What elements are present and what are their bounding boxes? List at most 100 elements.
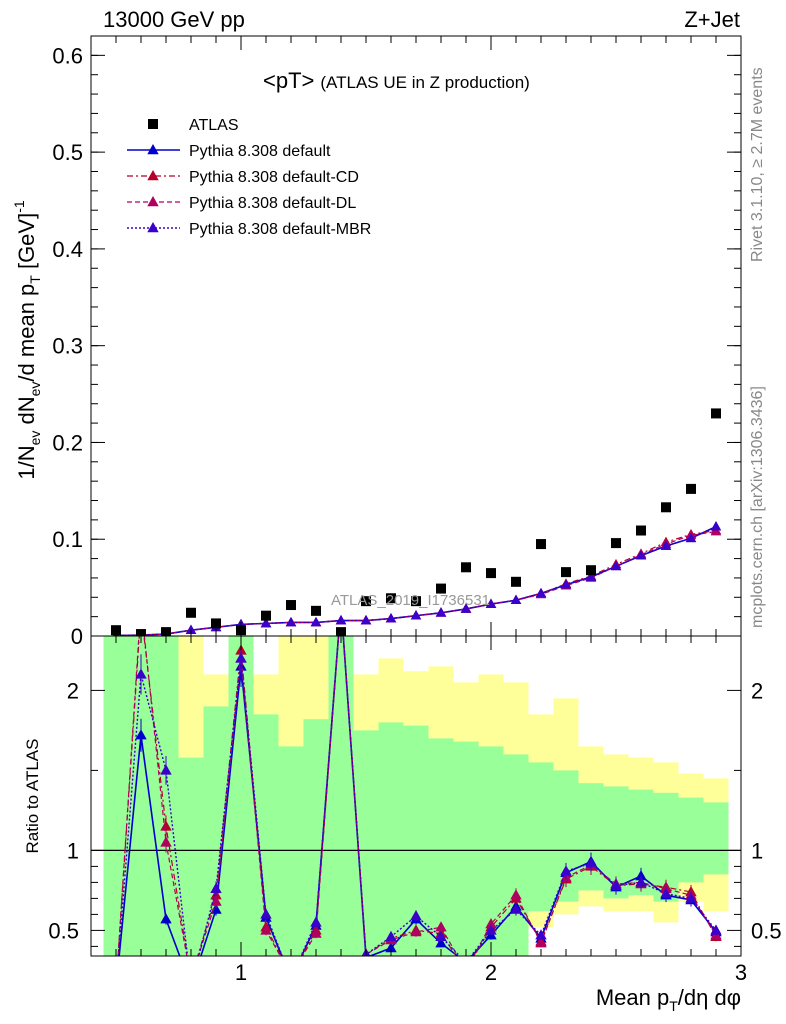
ratio-point	[535, 937, 547, 948]
mc-point	[310, 616, 322, 627]
ratio-point	[160, 764, 172, 775]
mc-point	[585, 571, 597, 581]
ratio-marks	[91, 598, 741, 992]
atlas-data-point	[386, 593, 396, 604]
band-green	[528, 762, 554, 912]
atlas-data-point	[311, 605, 321, 616]
ratio-point	[135, 598, 146, 608]
rivet-note: Rivet 3.1.10, ≥ 2.7M events	[749, 67, 766, 262]
ratio-point	[535, 929, 547, 940]
ratio-point	[485, 918, 497, 929]
band-green	[203, 706, 229, 956]
legend-marker	[147, 170, 159, 181]
atlas-data-point	[261, 610, 271, 621]
ratio-y-tick-label: 0.5	[48, 918, 79, 943]
ratio-point	[260, 908, 272, 919]
mc-series-line	[115, 529, 717, 636]
ratio-y-tick-label-right: 1	[751, 838, 763, 863]
band-green	[503, 754, 529, 956]
ratio-point	[460, 964, 471, 974]
mc-point	[710, 525, 722, 536]
ratio-point	[285, 969, 296, 979]
top-y-tick-label: 0	[71, 624, 83, 649]
mc-point	[260, 617, 272, 628]
ratio-point	[510, 903, 522, 914]
ratio-point	[585, 857, 597, 868]
mcplots-note: mcplots.cern.ch [arXiv:1306.3436]	[749, 386, 766, 628]
mc-point	[360, 615, 372, 625]
ratio-y-axis-title: Ratio to ATLAS	[23, 739, 42, 854]
ratio-point	[210, 895, 222, 906]
mc-point	[285, 616, 297, 627]
x-tick-label: 3	[735, 960, 747, 985]
band-green	[103, 636, 129, 956]
ratio-point	[310, 916, 322, 927]
ratio-point	[160, 820, 172, 831]
atlas-data-point	[461, 562, 471, 573]
ratio-point	[510, 889, 522, 900]
legend-label: Pythia 8.308 default-MBR	[189, 221, 371, 238]
mc-point	[460, 603, 472, 613]
x-tick-label: 1	[235, 960, 247, 985]
mc-point	[610, 560, 622, 571]
ratio-point	[410, 926, 422, 937]
top-y-tick-label: 0.6	[52, 43, 83, 68]
band-green	[153, 636, 179, 956]
ratio-point	[110, 982, 121, 992]
atlas-data-point	[186, 607, 196, 618]
mc-point	[435, 607, 447, 617]
ratio-point	[485, 924, 497, 935]
ratio-point	[660, 887, 672, 898]
atlas-data-point	[511, 576, 521, 587]
mc-point	[685, 532, 697, 543]
axis-ticks: 0 0.1 0.2 0.3 0.4 0.5 0.6 0.5 0.5 1 1 2 2 1 2 3	[48, 36, 782, 985]
analysis-watermark: ATLAS_2019_I1736531	[331, 592, 490, 609]
energy-label: 13000 GeV pp	[103, 7, 245, 32]
ratio-point	[285, 972, 296, 982]
ratio-point	[260, 924, 272, 935]
ratio-point	[285, 969, 296, 979]
band-green	[678, 797, 704, 883]
ratio-point	[235, 652, 247, 663]
ratio-point	[460, 964, 471, 974]
band-green	[178, 757, 204, 956]
ratio-point	[385, 930, 397, 941]
mc-point	[635, 550, 647, 560]
ratio-point	[635, 876, 647, 887]
mc-point	[535, 587, 547, 598]
atlas-data-point	[686, 483, 696, 494]
legend: ATLAS Pythia 8.308 default Pythia 8.308 de…	[127, 117, 371, 238]
x-axis-title: Mean pT/dη dφ	[596, 985, 741, 1014]
ratio-point	[185, 972, 196, 982]
ratio-point	[160, 913, 172, 924]
band-green	[378, 722, 404, 956]
band-green	[703, 802, 729, 875]
ratio-point	[185, 980, 196, 990]
band-green	[328, 636, 354, 956]
band-green	[228, 636, 254, 956]
mc-point	[485, 598, 497, 608]
ratio-point	[460, 956, 471, 966]
ratio-point	[160, 836, 172, 847]
atlas-data-point	[586, 565, 596, 576]
ratio-point	[210, 882, 222, 893]
atlas-data-point	[536, 539, 546, 550]
top-y-tick-label: 0.5	[52, 140, 83, 165]
legend-label: Pythia 8.308 default	[189, 143, 331, 160]
ratio-point	[410, 910, 422, 921]
legend-marker-atlas	[148, 119, 158, 129]
ratio-y-tick-label: 1	[67, 838, 79, 863]
atlas-data-point	[361, 596, 371, 607]
atlas-data-point	[611, 538, 621, 549]
ratio-point	[285, 972, 296, 982]
atlas-data-point	[561, 567, 571, 578]
ratio-point	[185, 972, 196, 982]
top-y-tick-label: 0.3	[52, 334, 83, 359]
atlas-data-point	[636, 525, 646, 536]
atlas-data-point	[661, 502, 671, 513]
band-green	[353, 730, 379, 956]
atlas-data-point	[711, 408, 721, 419]
legend-marker	[147, 144, 159, 155]
mc-point	[710, 521, 722, 531]
